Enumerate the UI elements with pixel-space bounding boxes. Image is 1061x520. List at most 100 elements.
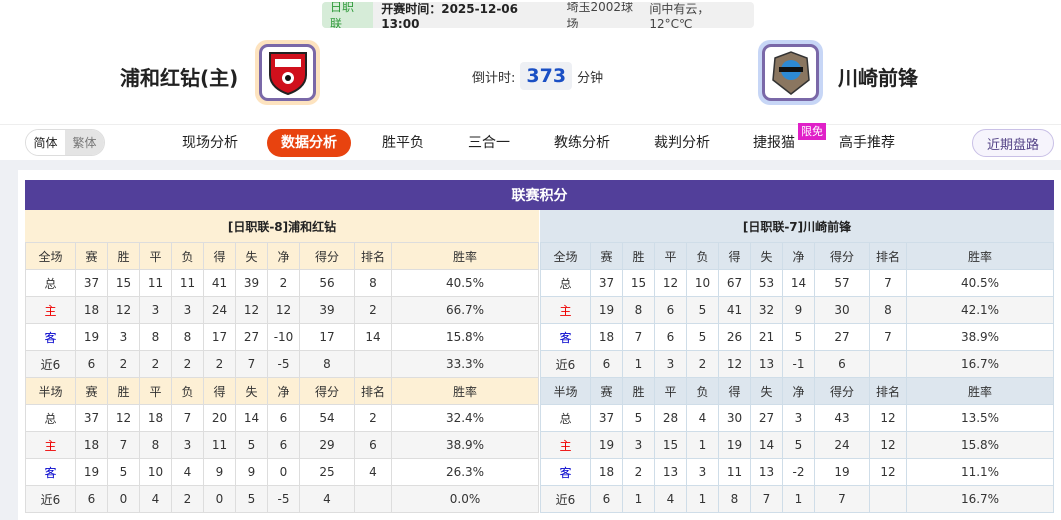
column-header: 失 xyxy=(750,377,783,405)
language-toggle[interactable]: 简体 繁体 xyxy=(25,129,105,156)
recent-handicap-button[interactable]: 近期盘路 xyxy=(972,129,1054,157)
header-row: 半场赛胜平负得失净得分 排名 胜率 xyxy=(540,377,1054,405)
column-header: 胜率 xyxy=(391,377,539,405)
league-badge[interactable]: 日职联 xyxy=(322,2,374,28)
table-cell: 40.5% xyxy=(906,269,1054,297)
venue: 埼玉2002球场 xyxy=(566,2,634,28)
table-cell: 4 xyxy=(171,458,204,486)
table-cell: 14 xyxy=(235,404,268,432)
table-cell: 7 xyxy=(814,485,870,513)
table-cell xyxy=(869,350,907,378)
tab-live-analysis[interactable]: 现场分析 xyxy=(182,135,238,151)
table-cell: 8 xyxy=(622,296,655,324)
table-cell: 19 xyxy=(75,458,108,486)
lang-traditional[interactable]: 繁体 xyxy=(65,130,104,155)
table-row: 近6 6 2 2 2 2 7 -5 8 33.3% xyxy=(25,350,539,378)
table-row: 近6 6 0 4 2 0 5 -5 4 0.0% xyxy=(25,485,539,513)
table-cell: 12 xyxy=(107,296,140,324)
table-cell: 5 xyxy=(235,431,268,459)
table-cell: 40.5% xyxy=(391,269,539,297)
table-cell: 16.7% xyxy=(906,485,1054,513)
lang-simplified[interactable]: 简体 xyxy=(26,130,65,155)
table-cell: 13 xyxy=(750,350,783,378)
table-cell: 6 xyxy=(267,431,300,459)
period-label: 半场 xyxy=(540,377,591,405)
table-cell: 11 xyxy=(171,269,204,297)
table-cell: 37 xyxy=(590,404,623,432)
column-header: 净 xyxy=(782,377,815,405)
tab-three-in-one[interactable]: 三合一 xyxy=(468,135,510,151)
column-header: 负 xyxy=(171,377,204,405)
table-cell: 4 xyxy=(299,485,355,513)
table-cell: 2 xyxy=(354,296,392,324)
table-cell: 2 xyxy=(171,350,204,378)
table-cell: 25 xyxy=(299,458,355,486)
table-row: 近6 6 1 3 2 12 13 -1 6 16.7% xyxy=(540,350,1054,378)
tab-data-analysis[interactable]: 数据分析 xyxy=(267,129,351,157)
table-cell: 26 xyxy=(718,323,751,351)
column-header: 胜 xyxy=(622,377,655,405)
table-cell: 12 xyxy=(107,404,140,432)
table-cell: 11 xyxy=(718,458,751,486)
column-header: 得分 xyxy=(299,242,355,270)
table-cell: 14 xyxy=(750,431,783,459)
table-cell: 7 xyxy=(750,485,783,513)
away-team-name[interactable]: 川崎前锋 xyxy=(838,66,918,90)
column-header: 负 xyxy=(686,377,719,405)
row-label: 总 xyxy=(540,269,591,297)
table-cell: 9 xyxy=(782,296,815,324)
table-cell: 27 xyxy=(814,323,870,351)
table-cell: 57 xyxy=(814,269,870,297)
home-team-logo[interactable] xyxy=(255,40,320,105)
table-cell: 56 xyxy=(299,269,355,297)
table-cell: -1 xyxy=(782,350,815,378)
table-cell: 6 xyxy=(654,296,687,324)
table-cell: 6 xyxy=(590,350,623,378)
table-cell: 17 xyxy=(299,323,355,351)
home-team-header: [日职联-8]浦和红钻 xyxy=(25,210,539,242)
column-header: 平 xyxy=(139,377,172,405)
column-header: 得 xyxy=(718,377,751,405)
table-cell: 12 xyxy=(235,296,268,324)
table-cell: 3 xyxy=(171,296,204,324)
table-cell: 5 xyxy=(686,296,719,324)
table-cell: 43 xyxy=(814,404,870,432)
row-label: 近6 xyxy=(25,350,76,378)
table-cell: 12 xyxy=(654,269,687,297)
column-header: 赛 xyxy=(590,242,623,270)
tab-expert-picks[interactable]: 高手推荐 xyxy=(839,135,895,151)
away-standings: [日职联-7]川崎前锋 全场赛胜平负得失净得分 排名 胜率总 37 15 12 10 67 53… xyxy=(540,210,1054,513)
urawa-crest-icon xyxy=(268,51,307,95)
tab-jiebaomao[interactable]: 捷报猫 xyxy=(753,135,795,151)
table-cell: 5 xyxy=(686,323,719,351)
column-header: 得 xyxy=(718,242,751,270)
table-cell: 2 xyxy=(622,458,655,486)
away-team-logo[interactable] xyxy=(758,40,823,105)
table-cell xyxy=(354,485,392,513)
table-cell: 13.5% xyxy=(906,404,1054,432)
table-cell: 7 xyxy=(107,431,140,459)
table-cell: 18 xyxy=(590,323,623,351)
table-cell: 2 xyxy=(107,350,140,378)
tab-coach-analysis[interactable]: 教练分析 xyxy=(554,135,610,151)
table-cell: 4 xyxy=(139,485,172,513)
table-cell: 6 xyxy=(75,485,108,513)
tab-referee-analysis[interactable]: 裁判分析 xyxy=(654,135,710,151)
table-cell: 15 xyxy=(622,269,655,297)
table-cell: -2 xyxy=(782,458,815,486)
table-cell: 10 xyxy=(686,269,719,297)
kawasaki-crest-icon xyxy=(771,50,810,95)
table-row: 总 37 5 28 4 30 27 3 43 12 13.5% xyxy=(540,404,1054,432)
tab-win-draw-loss[interactable]: 胜平负 xyxy=(382,135,424,151)
row-label: 总 xyxy=(25,269,76,297)
table-cell: 10 xyxy=(139,458,172,486)
table-cell: 12 xyxy=(869,458,907,486)
column-header: 排名 xyxy=(869,377,907,405)
table-cell: 13 xyxy=(750,458,783,486)
table-row: 客 18 2 13 3 11 13 -2 19 12 11.1% xyxy=(540,458,1054,486)
home-team-name[interactable]: 浦和红钻(主) xyxy=(120,66,239,90)
column-header: 赛 xyxy=(75,242,108,270)
table-row: 近6 6 1 4 1 8 7 1 7 16.7% xyxy=(540,485,1054,513)
table-cell: 1 xyxy=(622,350,655,378)
table-cell: 7 xyxy=(235,350,268,378)
